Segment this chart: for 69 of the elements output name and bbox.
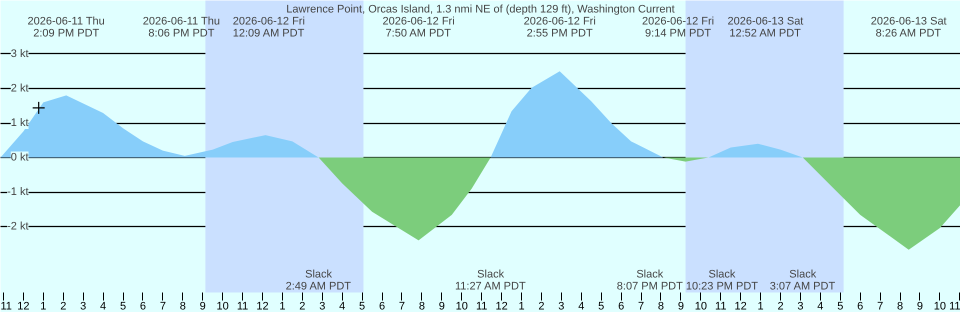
x-tick-label: 6 — [140, 300, 146, 312]
y-tick-label: 3 kt — [10, 48, 29, 60]
x-tick-label: 9 — [438, 300, 445, 312]
x-tick-label: 10 — [456, 300, 468, 312]
annotation: Slack 11:27 AM PDT — [454, 268, 526, 292]
x-tick-label: 12 — [495, 300, 508, 312]
annotation: 2026-06-11 Thu 2:09 PM PDT — [28, 16, 105, 40]
annotation: Slack 2:49 AM PDT — [286, 268, 352, 292]
x-tick-label: 11 — [949, 300, 960, 312]
y-tick-label: 0 kt — [10, 152, 29, 164]
y-tick-label: 2 kt — [10, 82, 29, 95]
x-tick-label: 2 — [538, 300, 544, 312]
x-tick-label: 7 — [160, 300, 166, 312]
x-tick-label: 3 — [558, 300, 564, 312]
x-tick-label: 8 — [180, 300, 186, 312]
y-tick-label: -1 kt — [7, 186, 29, 198]
y-tick-label: -2 kt — [7, 220, 29, 233]
annotation: 2026-06-13 Sat 12:52 AM PDT — [728, 16, 804, 40]
x-tick-label: 4 — [100, 300, 106, 312]
x-tick-label: 5 — [359, 300, 366, 312]
x-tick-label: 1 — [40, 300, 46, 312]
annotation: 2026-06-12 Fri 9:14 PM PDT — [642, 16, 714, 40]
x-tick-label: 4 — [578, 300, 584, 312]
annotation: Slack 10:23 PM PDT — [686, 268, 758, 292]
x-tick-label: 2 — [60, 300, 66, 312]
x-tick-label: 4 — [817, 300, 824, 312]
x-tick-label: 12 — [256, 300, 269, 312]
annotation: 2026-06-11 Thu 8:06 PM PDT — [142, 16, 220, 40]
x-tick-label: 10 — [216, 300, 229, 312]
x-tick-label: 11 — [0, 300, 12, 312]
annotation: 2026-06-13 Sat 8:26 AM PDT — [870, 16, 947, 40]
x-tick-label: 2 — [299, 300, 306, 312]
x-tick-label: 4 — [339, 300, 346, 312]
annotation: Slack 8:07 PM PDT — [616, 268, 684, 292]
x-tick-label: 7 — [638, 300, 644, 312]
x-tick-label: 9 — [916, 300, 924, 312]
x-tick-label: 9 — [200, 300, 206, 312]
x-tick-label: 5 — [598, 300, 604, 312]
x-tick-label: 10 — [694, 300, 707, 312]
annotation: 2026-06-12 Fri 2:55 PM PDT — [524, 16, 596, 40]
x-tick-label: 11 — [715, 300, 726, 312]
x-tick-label: 5 — [120, 300, 126, 312]
x-tick-label: 2 — [777, 300, 784, 312]
x-tick-label: 12 — [17, 300, 30, 312]
chart-title: Lawrence Point, Orcas Island, 1.3 nmi NE of (depth 129 ft), Washington Current — [286, 4, 675, 16]
x-tick-label: 6 — [378, 300, 386, 312]
x-tick-label: 6 — [857, 300, 864, 312]
x-tick-label: 11 — [476, 300, 488, 312]
annotation: Slack 3:07 AM PDT — [770, 268, 836, 292]
x-tick-label: 6 — [618, 300, 624, 312]
x-tick-label: 1 — [518, 300, 525, 312]
x-tick-label: 10 — [934, 300, 946, 312]
x-tick-label: 3 — [797, 300, 804, 312]
x-tick-label: 3 — [319, 300, 326, 312]
x-tick-label: 5 — [837, 300, 844, 312]
x-tick-label: 8 — [418, 300, 425, 312]
x-tick-label: 7 — [877, 300, 884, 312]
x-tick-label: 12 — [734, 300, 747, 312]
x-tick-label: 8 — [658, 300, 664, 312]
x-tick-label: 1 — [758, 300, 764, 312]
annotation: 2026-06-12 Fri 7:50 AM PDT — [382, 16, 455, 40]
x-tick-label: 9 — [678, 300, 684, 312]
annotation: 2026-06-12 Fri 12:09 AM PDT — [232, 16, 305, 40]
x-tick-label: 8 — [897, 300, 904, 312]
x-tick-label: 7 — [398, 300, 406, 312]
x-tick-label: 1 — [279, 300, 286, 312]
x-tick-label: 11 — [236, 300, 248, 312]
x-tick-label: 3 — [80, 300, 86, 312]
y-tick-label: 1 kt — [10, 117, 29, 130]
